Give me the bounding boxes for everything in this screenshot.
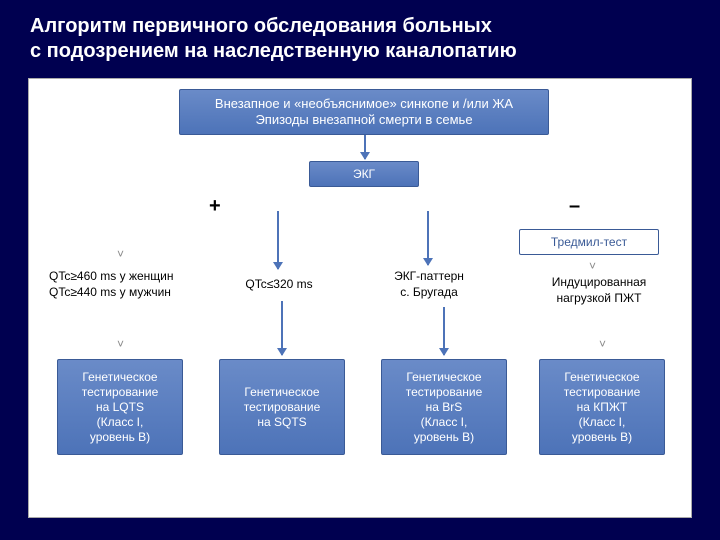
page-title: Алгоритм первичного обследования больных… (30, 14, 690, 64)
node-treadmill: Тредмил-тест (519, 229, 659, 255)
arrow-root-ekg (364, 135, 366, 159)
title-line-2: с подозрением на наследственную каналопа… (30, 40, 517, 62)
node-out2: Генетическоетестированиена SQTS (219, 359, 345, 455)
title-line-1: Алгоритм первичного обследования больных (30, 15, 492, 37)
node-ekg: ЭКГ (309, 161, 419, 187)
arrow-crit2-out2 (281, 301, 283, 355)
node-root-text: Внезапное и «необъяснимое» синкопе и /ил… (215, 96, 513, 129)
chevron-4: ˅ (599, 337, 606, 351)
node-crit3-text: ЭКГ-паттернс. Бругада (394, 269, 464, 299)
node-crit2: QTc≤320 ms (229, 277, 329, 293)
node-treadmill-text: Тредмил-тест (551, 235, 627, 250)
node-out1-text: Генетическоетестированиена LQTS(Класс I,… (82, 370, 159, 445)
node-out2-text: Генетическоетестированиена SQTS (244, 385, 321, 430)
node-out3: Генетическоетестированиена BrS(Класс I,у… (381, 359, 507, 455)
node-ekg-text: ЭКГ (353, 167, 375, 182)
arrow-ekg-crit3 (427, 211, 429, 265)
chevron-1: ˅ (117, 247, 124, 261)
arrow-crit3-out3 (443, 307, 445, 355)
arrow-ekg-crit2 (277, 211, 279, 269)
node-out4-text: Генетическоетестированиена КПЖТ(Класс I,… (564, 370, 641, 445)
chevron-3: ˅ (589, 259, 596, 273)
node-crit4: Индуцированнаянагрузкой ПЖТ (529, 275, 669, 306)
sign-minus: – (569, 195, 580, 218)
node-crit1-text: QTc≥460 ms у женщинQTc≥440 ms у мужчин (49, 269, 173, 299)
node-crit4-text: Индуцированнаянагрузкой ПЖТ (552, 275, 647, 305)
node-out4: Генетическоетестированиена КПЖТ(Класс I,… (539, 359, 665, 455)
node-crit2-text: QTc≤320 ms (245, 277, 312, 291)
slide: Алгоритм первичного обследования больных… (0, 0, 720, 540)
chevron-2: ˅ (117, 337, 124, 351)
node-crit3: ЭКГ-паттернс. Бругада (374, 269, 484, 300)
node-root: Внезапное и «необъяснимое» синкопе и /ил… (179, 89, 549, 135)
node-out3-text: Генетическоетестированиена BrS(Класс I,у… (406, 370, 483, 445)
node-out1: Генетическоетестированиена LQTS(Класс I,… (57, 359, 183, 455)
flowchart-canvas: Внезапное и «необъяснимое» синкопе и /ил… (28, 78, 692, 518)
sign-plus: + (209, 195, 221, 218)
node-crit1: QTc≥460 ms у женщинQTc≥440 ms у мужчин (49, 269, 204, 300)
